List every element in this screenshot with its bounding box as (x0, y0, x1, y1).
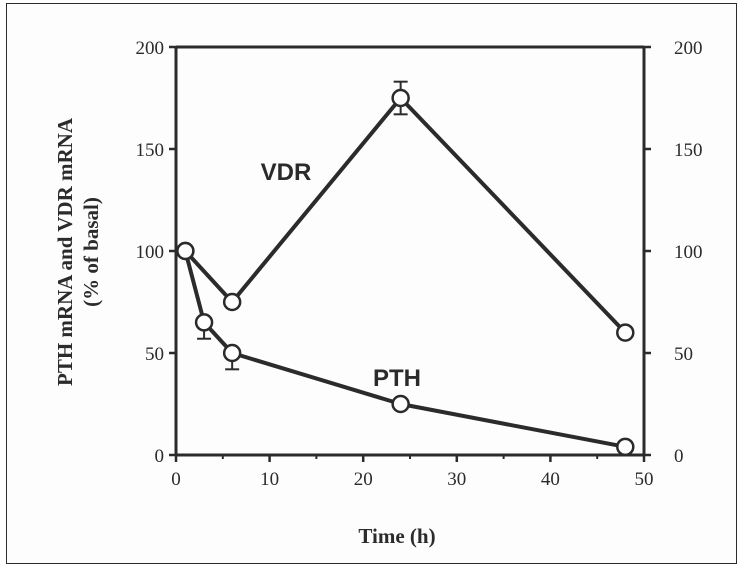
pth-data-point (222, 343, 242, 363)
y-left-tick-label: 0 (155, 446, 165, 467)
pth-data-point (391, 394, 410, 414)
vdr-data-point (391, 88, 410, 108)
pth-series-label: PTH (373, 365, 421, 392)
series-layer (176, 80, 635, 457)
y-right-tick-label: 100 (674, 242, 703, 263)
y-left-tick-label: 200 (136, 38, 165, 59)
pth-data-point (176, 241, 195, 261)
x-axis-title: Time (h) (358, 524, 435, 548)
x-tick-label: 0 (171, 469, 181, 490)
y-left-tick-label: 150 (136, 140, 165, 161)
y-right-tick-label: 200 (674, 38, 703, 59)
y-left-tick-label: 100 (136, 242, 165, 263)
x-tick-label: 10 (260, 469, 279, 490)
vdr-series-label: VDR (261, 159, 312, 186)
y-axis-title: PTH mRNA and VDR mRNA (% of basal) (53, 117, 103, 386)
vdr-data-point (616, 323, 635, 342)
y-right-tick-label: 50 (674, 344, 693, 365)
x-tick-label: 20 (354, 469, 373, 490)
label-layer: Time (h) PTH mRNA and VDR mRNA (% of bas… (53, 38, 703, 548)
y-right-tick-label: 0 (674, 446, 684, 467)
tick-marks (169, 45, 651, 462)
x-tick-label: 50 (635, 469, 654, 490)
y-left-tick-label: 50 (145, 344, 164, 365)
x-tick-label: 30 (447, 469, 466, 490)
y-axis-title-line-1: PTH mRNA and VDR mRNA (53, 117, 77, 386)
pth-data-point (616, 437, 635, 457)
x-tick-label: 40 (541, 469, 560, 490)
y-right-tick-label: 150 (674, 140, 703, 161)
figure-frame (6, 3, 737, 564)
pth-data-point (194, 313, 214, 332)
vdr-series-line (183, 96, 627, 334)
vdr-data-point (222, 292, 242, 312)
y-axis-title-line-2: (% of basal) (79, 197, 103, 307)
